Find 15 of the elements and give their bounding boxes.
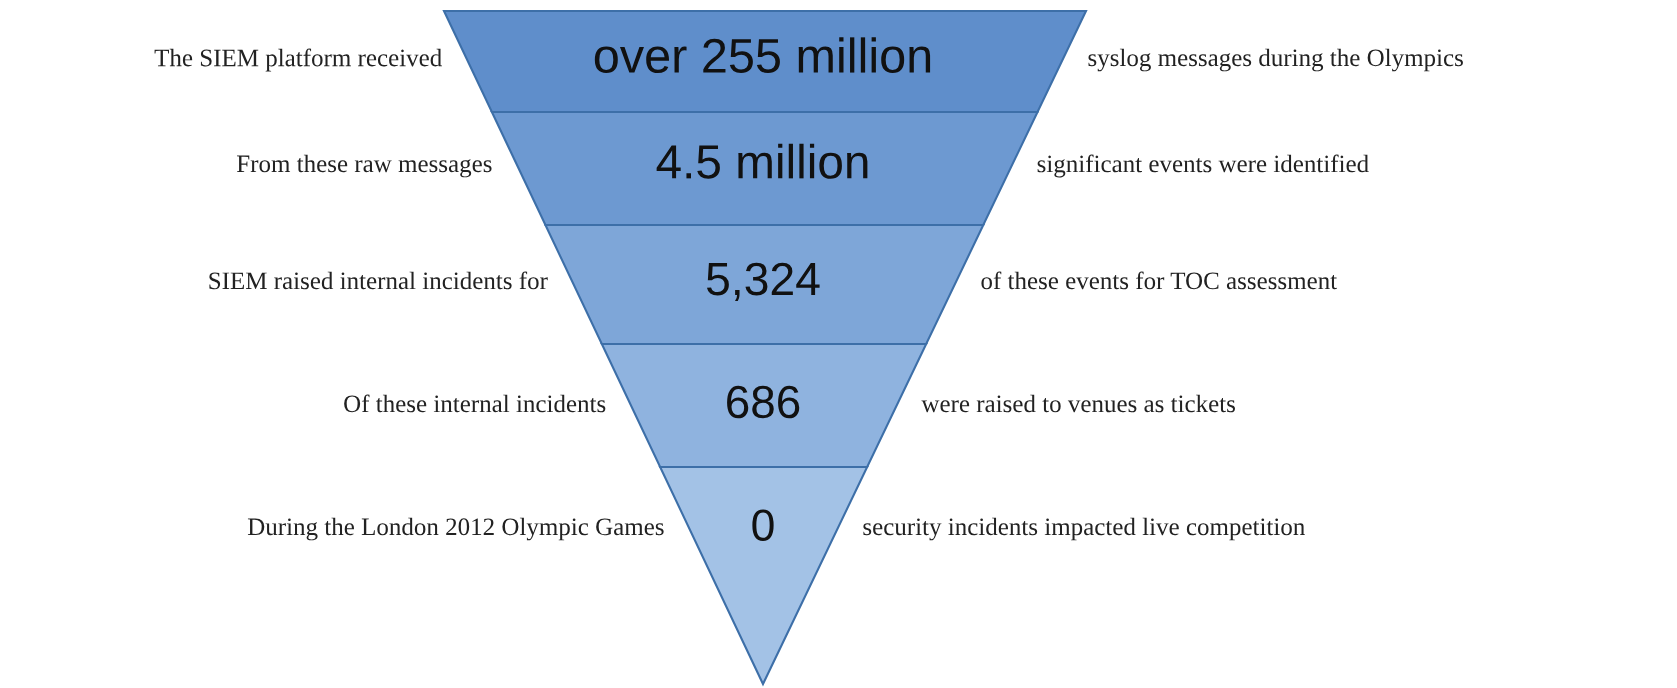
data-label: 0 bbox=[752, 509, 774, 541]
text: security incidents impacted live competition bbox=[863, 517, 1305, 541]
category-label: From these raw messages bbox=[236, 154, 492, 178]
category-label: The SIEM platform received bbox=[154, 48, 442, 72]
text: of these events for TOC assessment bbox=[981, 271, 1337, 290]
text: syslog messages during the Olympics bbox=[1088, 48, 1463, 72]
category-label: Of these internal incidents bbox=[344, 394, 606, 413]
data-label: 686 bbox=[727, 385, 800, 419]
category-label: SIEM raised internal incidents for bbox=[209, 271, 548, 290]
text: significant events were identified bbox=[1037, 154, 1369, 178]
data-label: 4.5 million bbox=[656, 143, 868, 179]
data-label: over 255 million bbox=[594, 37, 931, 74]
data-label: 5,324 bbox=[706, 262, 820, 301]
category-label: During the London 2012 Olympic Games bbox=[247, 517, 664, 541]
text: were raised to venues as tickets bbox=[921, 394, 1235, 413]
